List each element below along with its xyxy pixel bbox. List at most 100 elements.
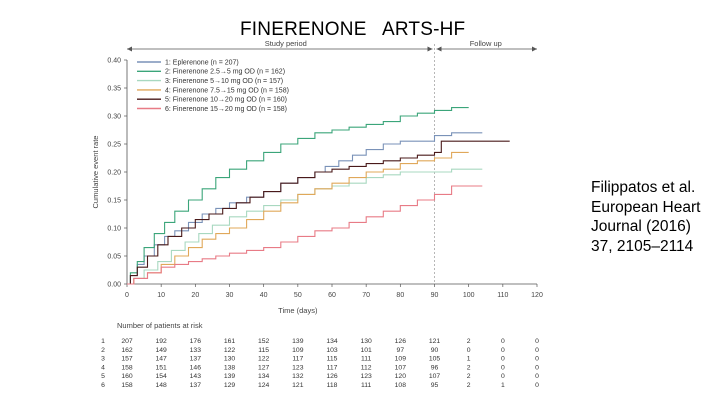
risk-cell-3-10: 147 <box>155 356 167 363</box>
risk-cell-5-70: 123 <box>360 373 372 380</box>
risk-row-label-3: 3 <box>101 356 105 363</box>
risk-cell-5-60: 126 <box>326 373 338 380</box>
x-tick-label-4: 40 <box>260 292 268 299</box>
risk-cell-5-80: 120 <box>395 373 407 380</box>
risk-table-title: Number of patients at risk <box>117 321 203 330</box>
y-tick-label-3: 0.15 <box>107 198 121 205</box>
series-line-3 <box>127 168 483 285</box>
citation-line-1: Filippatos et al. <box>591 179 696 196</box>
risk-row-label-2: 2 <box>101 347 105 354</box>
x-tick-label-6: 60 <box>328 292 336 299</box>
series-line-4 <box>127 151 469 285</box>
study-period-arrowhead-right <box>427 46 433 52</box>
y-tick-label-6: 0.30 <box>107 114 121 121</box>
risk-cell-4-10: 151 <box>155 364 167 371</box>
risk-cell-6-40: 124 <box>258 382 270 389</box>
study-period-label: Study period <box>265 39 307 48</box>
risk-cell-6-80: 108 <box>395 382 407 389</box>
legend-entry-5: 5: Finerenone 10→20 mg OD (n = 160) <box>165 97 287 104</box>
x-tick-label-9: 90 <box>431 292 439 299</box>
risk-cell-5-50: 132 <box>292 373 304 380</box>
risk-cell-2-90: 90 <box>431 347 439 354</box>
x-tick-label-8: 80 <box>396 292 404 299</box>
y-tick-label-5: 0.25 <box>107 142 121 149</box>
risk-cell-4-80: 107 <box>395 364 407 371</box>
risk-cell-5-100: 2 <box>467 373 471 380</box>
risk-cell-4-30: 138 <box>224 364 236 371</box>
x-tick-label-12: 120 <box>531 292 543 299</box>
legend-entry-4: 4: Finerenone 7.5→15 mg OD (n = 158) <box>165 87 289 94</box>
risk-cell-2-50: 109 <box>292 347 304 354</box>
risk-cell-2-70: 101 <box>360 347 372 354</box>
risk-cell-1-20: 176 <box>190 338 202 345</box>
risk-cell-5-30: 139 <box>224 373 236 380</box>
risk-cell-6-50: 121 <box>292 382 304 389</box>
legend-entry-1: 1: Eplerenone (n = 207) <box>165 59 239 66</box>
risk-cell-6-30: 129 <box>224 382 236 389</box>
risk-cell-6-110: 1 <box>501 382 505 389</box>
x-tick-label-1: 10 <box>157 292 165 299</box>
citation-line-3: Journal (2016) <box>591 218 691 235</box>
risk-cell-3-50: 117 <box>292 356 303 363</box>
risk-cell-1-60: 134 <box>326 338 338 345</box>
slide-title: FINERENONE ARTS-HF <box>240 19 466 40</box>
risk-cell-4-40: 127 <box>258 364 270 371</box>
x-tick-label-3: 30 <box>226 292 234 299</box>
risk-cell-3-40: 122 <box>258 356 270 363</box>
risk-cell-2-60: 103 <box>326 347 338 354</box>
y-tick-label-1: 0.05 <box>107 254 121 261</box>
follow-up-label: Follow up <box>470 39 502 48</box>
y-tick-label-8: 0.40 <box>107 58 121 65</box>
risk-cell-6-0: 158 <box>121 382 133 389</box>
risk-cell-5-10: 154 <box>155 373 167 380</box>
y-axis-label: Cumulative event rate <box>91 136 100 209</box>
risk-cell-2-100: 0 <box>467 347 471 354</box>
risk-cell-5-40: 134 <box>258 373 270 380</box>
risk-cell-6-90: 95 <box>431 382 439 389</box>
citation-line-4: 37, 2105–2114 <box>591 237 694 255</box>
risk-cell-5-110: 0 <box>501 373 505 380</box>
risk-cell-3-30: 130 <box>224 356 236 363</box>
citation-line-2: European Heart <box>591 198 701 216</box>
risk-cell-2-80: 97 <box>397 347 405 354</box>
study-period-arrowhead-left <box>127 46 132 52</box>
risk-row-label-6: 6 <box>101 382 105 389</box>
risk-cell-1-30: 161 <box>224 338 236 345</box>
risk-cell-6-120: 0 <box>535 382 539 389</box>
y-tick-label-7: 0.35 <box>107 86 121 93</box>
risk-cell-3-0: 157 <box>121 356 133 363</box>
series-line-6 <box>127 185 483 285</box>
risk-cell-6-20: 137 <box>190 382 202 389</box>
risk-cell-4-120: 0 <box>535 364 539 371</box>
risk-cell-2-40: 115 <box>258 347 269 354</box>
risk-cell-6-10: 148 <box>155 382 167 389</box>
risk-cell-6-60: 118 <box>327 382 338 389</box>
risk-cell-3-110: 0 <box>501 356 505 363</box>
risk-cell-4-100: 2 <box>467 364 471 371</box>
risk-cell-5-0: 160 <box>121 373 133 380</box>
x-tick-label-10: 100 <box>463 292 475 299</box>
legend-entry-3: 3: Finerenone 5→10 mg OD (n = 157) <box>165 78 283 85</box>
x-axis-label: Time (days) <box>278 306 318 315</box>
x-tick-label-11: 110 <box>497 292 508 299</box>
risk-cell-1-120: 0 <box>535 338 539 345</box>
risk-cell-3-120: 0 <box>535 356 539 363</box>
risk-cell-2-0: 162 <box>121 347 133 354</box>
x-tick-label-2: 20 <box>191 292 199 299</box>
y-tick-label-2: 0.10 <box>107 226 121 233</box>
risk-cell-2-120: 0 <box>535 347 539 354</box>
x-tick-label-7: 70 <box>362 292 370 299</box>
legend-background <box>134 56 320 115</box>
risk-cell-4-20: 146 <box>190 364 202 371</box>
risk-cell-3-100: 1 <box>467 356 471 363</box>
risk-cell-5-90: 107 <box>429 373 441 380</box>
legend-entry-2: 2: Finerenone 2.5→5 mg OD (n = 162) <box>165 69 285 76</box>
risk-cell-5-120: 0 <box>535 373 539 380</box>
legend-entry-6: 6: Finerenone 15→20 mg OD (n = 158) <box>165 106 287 113</box>
risk-cell-2-10: 149 <box>155 347 167 354</box>
risk-cell-1-90: 121 <box>429 338 441 345</box>
risk-cell-1-40: 152 <box>258 338 270 345</box>
series-line-2 <box>127 107 469 285</box>
citation: Filippatos et al. European Heart Journal… <box>591 178 700 256</box>
